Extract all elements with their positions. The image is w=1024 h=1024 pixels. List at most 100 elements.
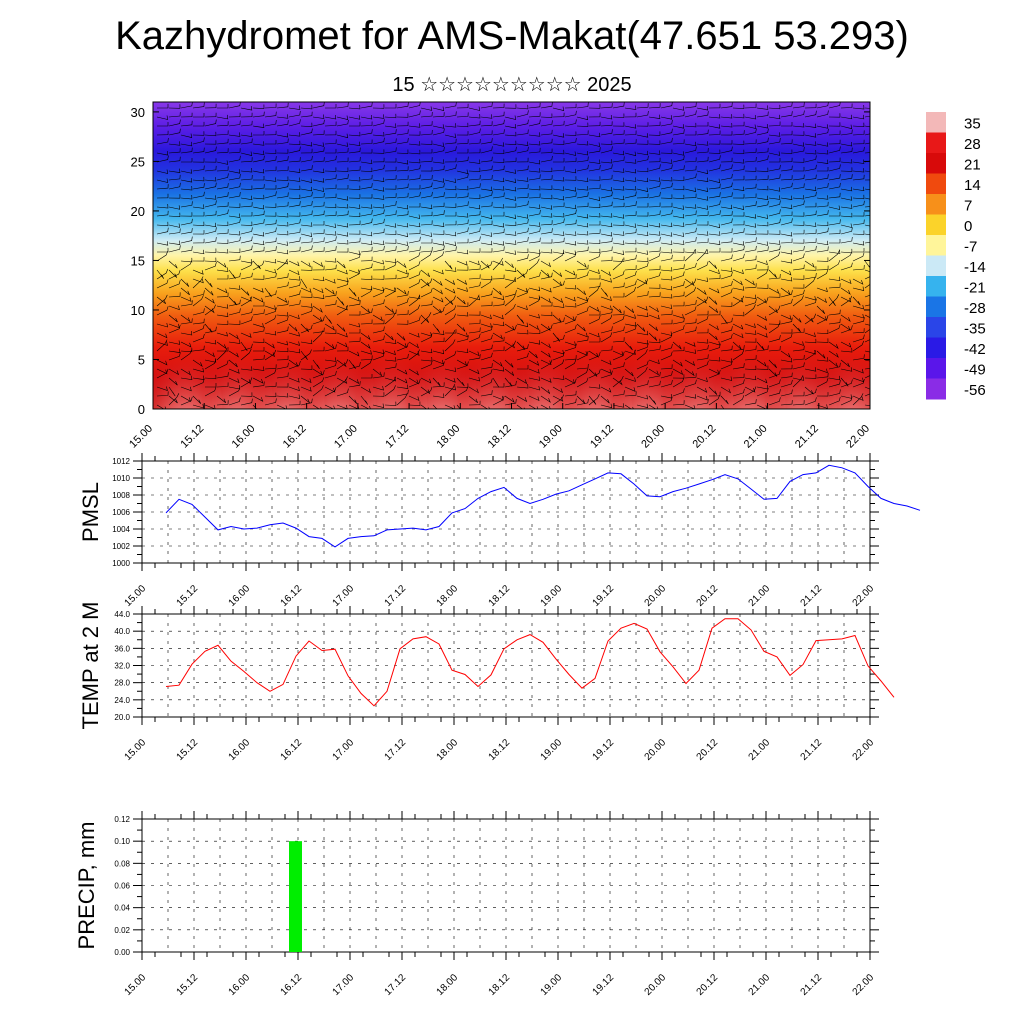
wind-barb (732, 379, 745, 388)
wind-barb (408, 184, 421, 190)
wind-barb (168, 393, 180, 406)
wind-barb (516, 141, 529, 146)
wind-barb (264, 392, 277, 398)
wind-barb (504, 260, 514, 269)
wind-barb (576, 214, 589, 219)
wind-barb (720, 302, 733, 307)
wind-barb (816, 315, 829, 325)
wind-barb (504, 196, 517, 201)
wind-barb (840, 204, 853, 209)
wind-barb (408, 158, 421, 164)
wind-barb (768, 251, 781, 262)
wind-barb (708, 386, 718, 395)
wind-barb (624, 112, 637, 118)
wind-barb (840, 251, 853, 262)
wind-barb (456, 377, 465, 387)
wind-barb (708, 178, 721, 184)
wind-barb (336, 174, 349, 181)
wind-barb (732, 205, 745, 210)
wind-barb (252, 377, 264, 384)
wind-barb (384, 401, 397, 406)
wind-barb (156, 193, 169, 199)
wind-barb (336, 341, 348, 348)
wind-barb (432, 202, 445, 208)
wind-barb (804, 133, 817, 138)
wind-barb (720, 140, 733, 145)
wind-barb (216, 347, 229, 352)
wind-barb (732, 253, 745, 262)
wind-barb (588, 164, 601, 172)
wind-barb (684, 404, 696, 409)
wind-barb (804, 238, 817, 244)
wind-barb (408, 110, 421, 118)
wind-barb (660, 343, 673, 352)
wind-barb (828, 192, 841, 199)
wind-barb (420, 121, 433, 127)
wind-barb (348, 147, 361, 154)
wind-barb (648, 247, 661, 253)
wind-barb (552, 394, 564, 406)
wind-barb (696, 147, 709, 154)
wind-barb (792, 345, 805, 352)
y-tick-label: 1004 (112, 525, 130, 534)
wind-barb (732, 130, 745, 136)
wind-barb (408, 260, 421, 271)
wind-barb (192, 333, 205, 343)
wind-barb (732, 311, 745, 317)
wind-barb (744, 175, 757, 181)
wind-barb (768, 305, 781, 316)
wind-barb (264, 119, 277, 127)
wind-barb (648, 332, 658, 341)
x-tick-label: 17.00 (331, 737, 357, 763)
wind-barb (156, 210, 169, 217)
wind-barb (552, 218, 565, 226)
wind-barb (384, 230, 397, 235)
wind-barb (492, 149, 505, 155)
wind-barb (228, 339, 241, 344)
wind-barb (612, 139, 625, 145)
wind-barb (180, 396, 193, 406)
wind-barb (732, 165, 745, 172)
wind-barb (780, 333, 793, 343)
wind-barb (732, 220, 745, 226)
wind-barb (156, 203, 169, 209)
wind-barb (156, 155, 169, 163)
wind-barb (216, 267, 229, 272)
wind-barb (204, 304, 216, 316)
wind-barb (744, 386, 756, 393)
wind-barb (432, 192, 445, 199)
wind-barb (624, 191, 637, 199)
wind-barb (816, 128, 829, 136)
wind-barb (588, 285, 600, 298)
wind-barb (456, 404, 461, 409)
wind-barb (324, 139, 337, 145)
wind-barb (840, 341, 852, 348)
wind-barb (324, 211, 337, 217)
wind-barb (600, 278, 612, 283)
wind-barb (288, 314, 300, 320)
wind-barb (300, 293, 313, 298)
wind-barb (828, 219, 841, 226)
wind-barb (168, 348, 181, 353)
wind-barb (612, 305, 622, 314)
x-tick-label: 17.12 (383, 423, 411, 451)
wind-barb (288, 394, 301, 399)
wind-barb (768, 322, 781, 334)
wind-barb (324, 231, 337, 236)
wind-barb (480, 378, 493, 388)
wind-barb (348, 395, 358, 404)
wind-barb (420, 140, 433, 145)
wind-barb (756, 111, 769, 118)
wind-barb (864, 350, 870, 353)
wind-barb (756, 246, 769, 253)
wind-barb (792, 253, 805, 262)
wind-barb (384, 332, 394, 341)
wind-barb (540, 350, 551, 358)
wind-barb (360, 174, 373, 181)
wind-barb (528, 404, 539, 409)
wind-barb (420, 386, 433, 397)
wind-barb (264, 305, 276, 310)
wind-barb (780, 182, 793, 190)
wind-barb (276, 296, 288, 303)
wind-barb (276, 120, 289, 127)
